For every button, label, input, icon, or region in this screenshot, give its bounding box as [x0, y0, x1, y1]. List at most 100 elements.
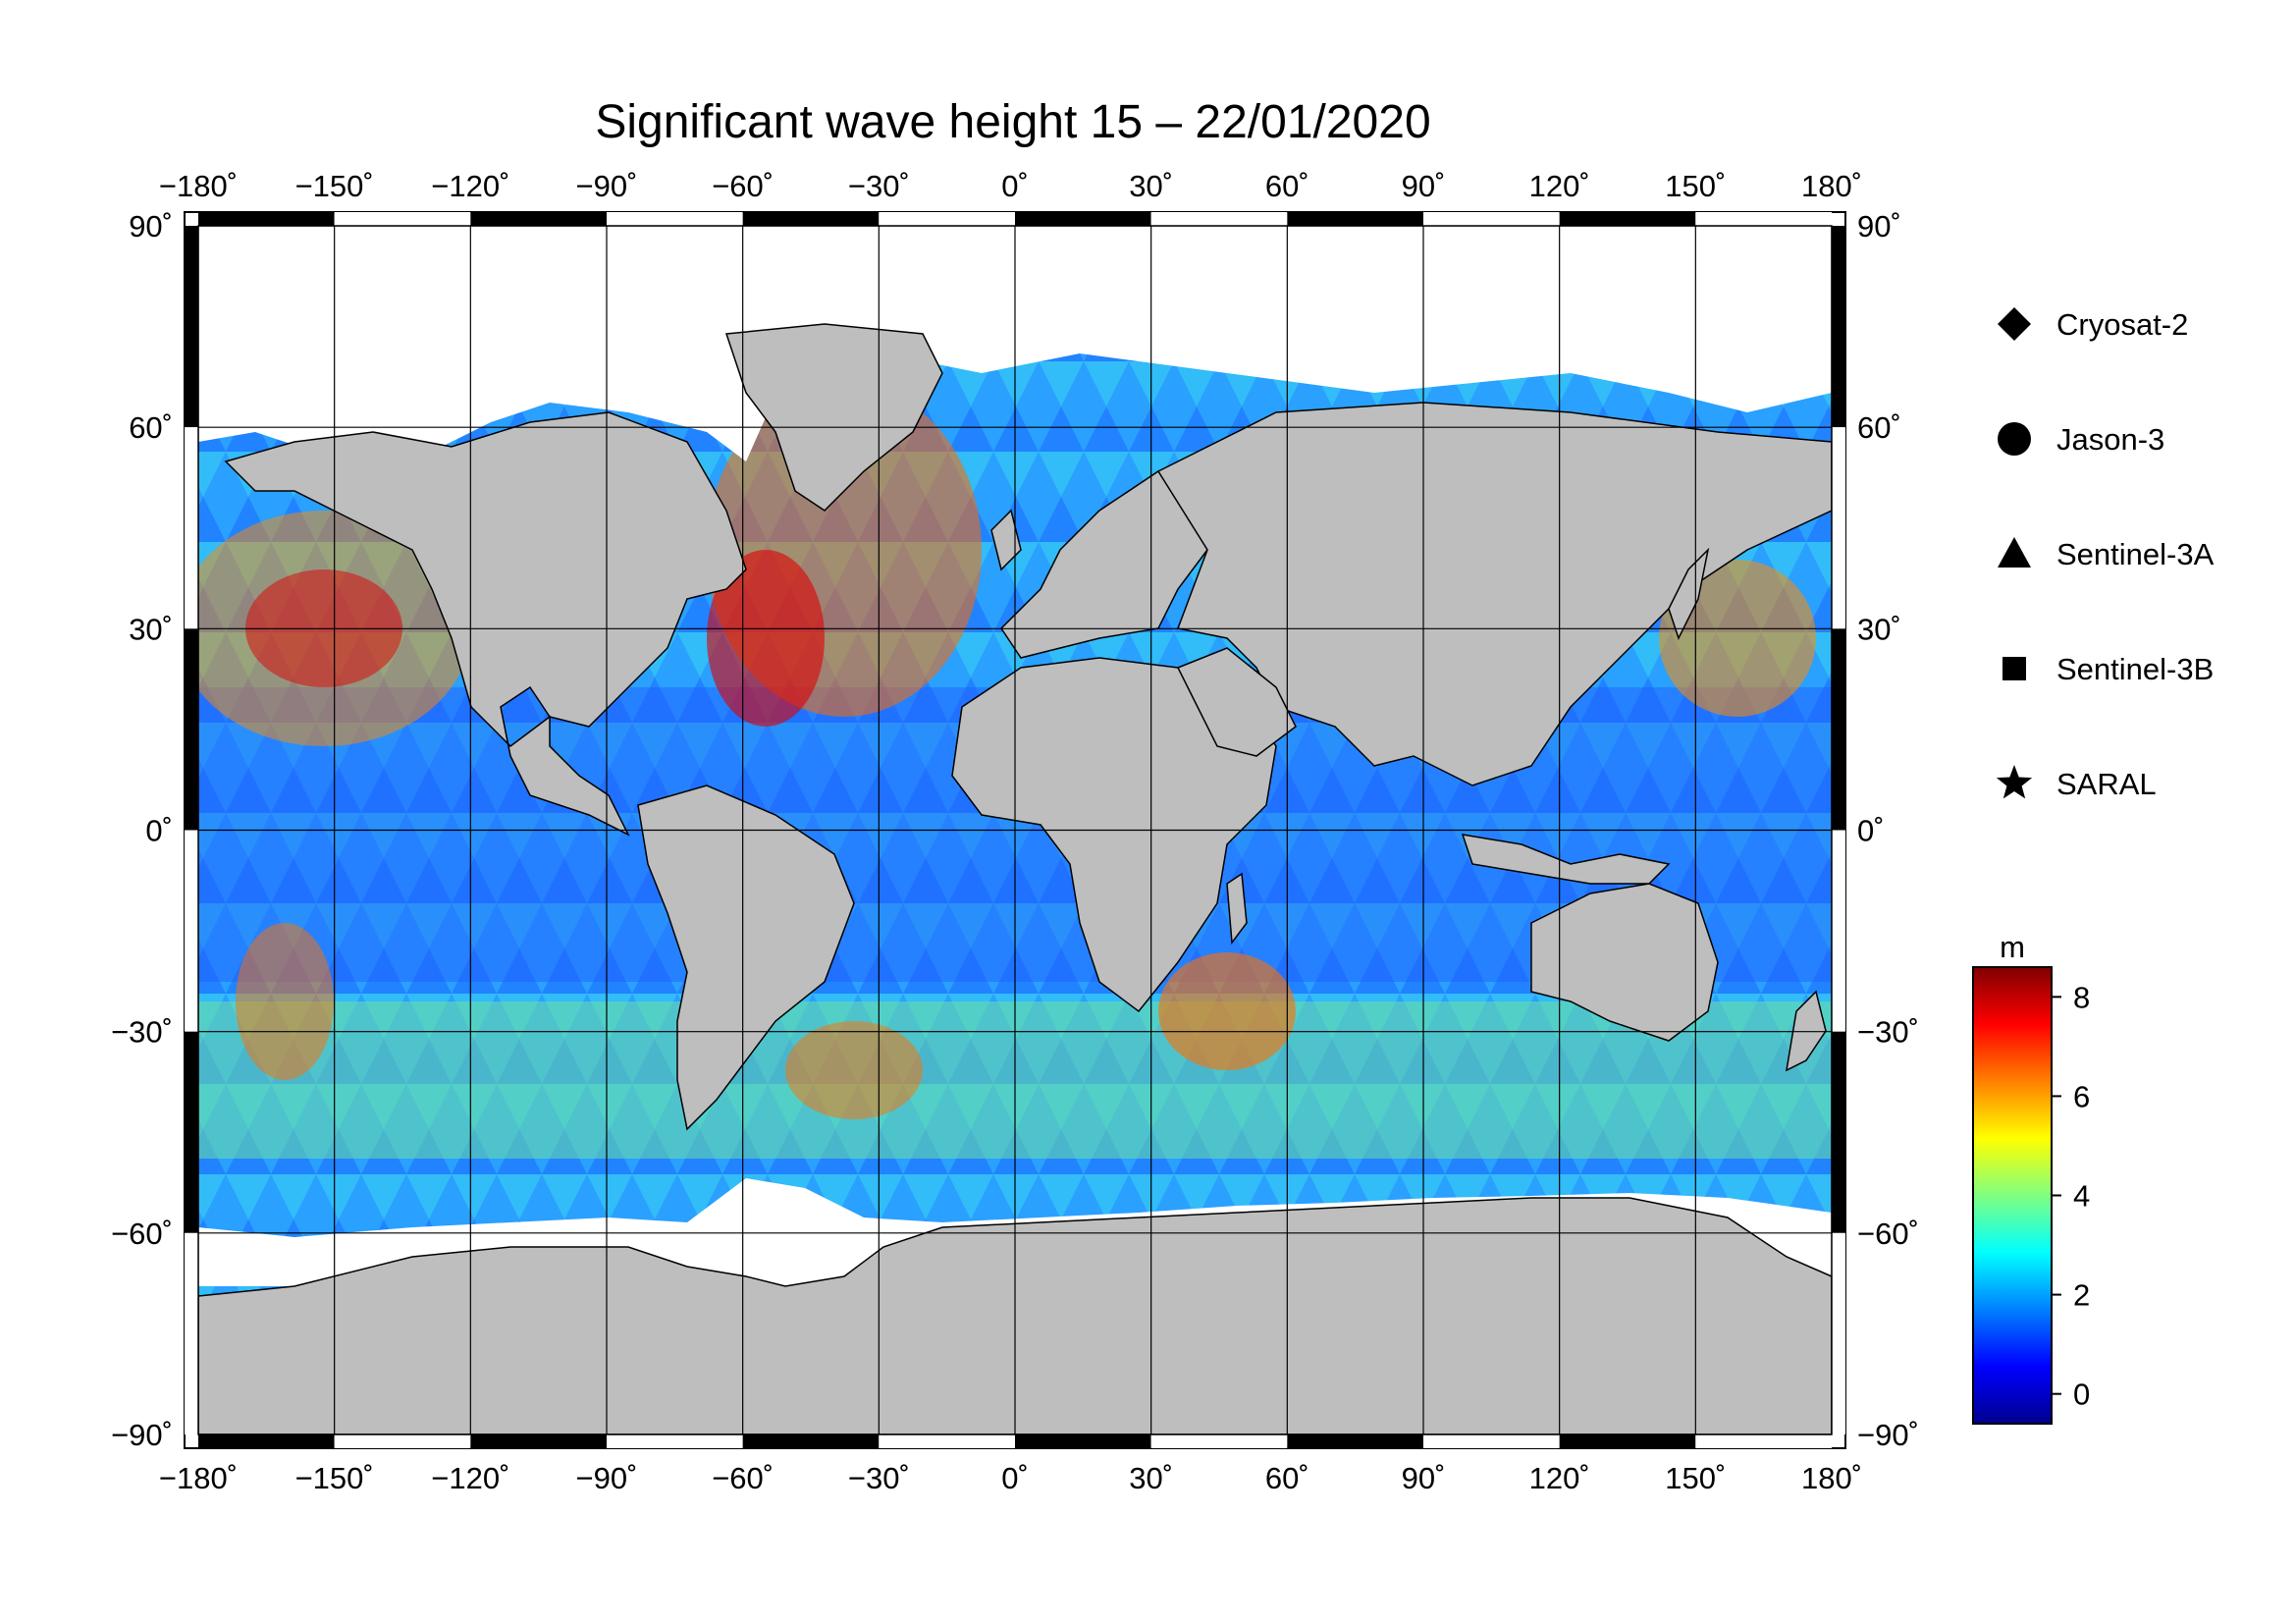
legend-label: Sentinel-3A: [2056, 537, 2215, 571]
lat-tick-label-left: −90˚: [111, 1418, 173, 1452]
frame-segment-top: [1287, 212, 1423, 226]
lon-tick-label-top: 0˚: [1001, 169, 1029, 203]
lat-tick-label-left: −60˚: [111, 1217, 173, 1251]
frame-segment-top: [1015, 212, 1151, 226]
lat-tick-label-right: −90˚: [1857, 1418, 1919, 1452]
lat-tick-label-right: 90˚: [1857, 209, 1901, 243]
lon-tick-label-bottom: −180˚: [159, 1461, 238, 1495]
arabian-peninsula: [1176, 647, 1297, 757]
south-indian-high-waves: [1158, 952, 1296, 1070]
legend-label: Sentinel-3B: [2056, 652, 2214, 686]
frame-segment-left: [185, 226, 198, 428]
new-zealand: [1786, 990, 1827, 1072]
colorbar-gradient: [1972, 966, 2053, 1425]
legend-label: Cryosat-2: [2056, 307, 2188, 342]
frame-segment-top: [470, 212, 607, 226]
map-frame: [184, 211, 1846, 1449]
frame-segment-top: [1423, 212, 1560, 226]
lon-tick-label-bottom: 120˚: [1529, 1461, 1590, 1495]
lon-ticks-top: −180˚ −150˚ −120˚ −90˚ −60˚ −30˚ 0˚ 30˚ 60˚ 90˚ 12…: [159, 169, 1862, 203]
frame-segment-left: [185, 830, 198, 1032]
colorbar-tick-label: 2: [2073, 1278, 2090, 1313]
frame-segment-top: [607, 212, 743, 226]
lon-tick-label-bottom: −60˚: [712, 1461, 774, 1495]
lat-tick-label-left: 0˚: [145, 814, 173, 848]
land: [224, 323, 1832, 1131]
lon-tick-label-bottom: 180˚: [1801, 1461, 1862, 1495]
lon-ticks-bottom: −180˚ −150˚ −120˚ −90˚ −60˚ −30˚ 0˚ 30˚ 60˚ 90˚ 12…: [159, 1461, 1862, 1495]
lon-tick-label-bottom: −120˚: [431, 1461, 509, 1495]
colorbar-ticks: 8 6 4 2 0: [2052, 980, 2090, 1412]
lon-tick-label-top: 150˚: [1665, 169, 1726, 203]
british-isles: [990, 509, 1022, 571]
legend-label: SARAL: [2056, 767, 2157, 801]
frame-segment-bottom: [1559, 1434, 1696, 1448]
japan: [1668, 547, 1710, 640]
frame-segment-left: [185, 628, 198, 831]
colorbar-unit: m: [2000, 930, 2025, 964]
legend-item-jason-3: Jason-3: [1998, 422, 2164, 457]
lat-tick-label-right: 60˚: [1857, 410, 1901, 445]
chart-title: Significant wave height 15 – 22/01/2020: [595, 96, 1430, 148]
lat-tick-label-left: −30˚: [111, 1015, 173, 1050]
lat-tick-label-right: 0˚: [1857, 814, 1885, 848]
lon-tick-label-bottom: 30˚: [1129, 1461, 1173, 1495]
lon-tick-label-top: 180˚: [1801, 169, 1862, 203]
legend-item-saral: SARAL: [1996, 765, 2157, 801]
lon-tick-label-bottom: 150˚: [1665, 1461, 1726, 1495]
lon-tick-label-top: −120˚: [431, 169, 509, 203]
lon-tick-label-bottom: −90˚: [576, 1461, 638, 1495]
frame-segment-top: [1150, 212, 1288, 226]
map-border: [197, 225, 1833, 1435]
frame-segment-right: [1832, 427, 1845, 629]
lat-tick-label-left: 90˚: [129, 209, 173, 243]
triangle-icon: [1998, 537, 2031, 568]
star-icon: [1996, 765, 2033, 799]
south-atlantic-high-waves: [785, 1021, 923, 1119]
australia: [1530, 883, 1719, 1042]
colorbar-tick-label: 6: [2073, 1079, 2090, 1113]
lon-tick-label-top: −90˚: [576, 169, 638, 203]
north-america: [224, 411, 747, 837]
legend-item-cryosat-2: Cryosat-2: [1998, 307, 2188, 342]
lon-tick-label-top: 120˚: [1529, 169, 1590, 203]
lon-tick-label-bottom: 90˚: [1402, 1461, 1446, 1495]
legend-item-sentinel-3b: Sentinel-3B: [2002, 652, 2214, 686]
lon-tick-label-bottom: 60˚: [1265, 1461, 1309, 1495]
asia: [1156, 402, 1832, 786]
frame-segment-right: [1832, 1232, 1845, 1434]
lat-tick-label-right: −30˚: [1857, 1015, 1919, 1050]
frame-segment-bottom: [879, 1434, 1015, 1448]
frame-segment-top: [334, 212, 471, 226]
frame-segment-bottom: [1015, 1434, 1151, 1448]
lon-tick-label-bottom: −30˚: [848, 1461, 910, 1495]
circle-icon: [1998, 422, 2031, 456]
frame-segment-top: [198, 212, 335, 226]
lat-tick-label-left: 30˚: [129, 612, 173, 646]
colorbar-tick-label: 8: [2073, 980, 2090, 1014]
lon-tick-label-top: 30˚: [1129, 169, 1173, 203]
lon-tick-label-top: −60˚: [712, 169, 774, 203]
satellite-legend: Cryosat-2 Jason-3 Sentinel-3A Sentinel-3B SA…: [1996, 307, 2215, 801]
frame-segment-top: [742, 212, 880, 226]
lon-tick-label-top: −150˚: [295, 169, 374, 203]
frame-segment-bottom: [742, 1434, 880, 1448]
diamond-icon: [1998, 307, 2031, 341]
colorbar-tick-label: 4: [2073, 1179, 2090, 1214]
africa: [951, 657, 1277, 1013]
frame-segment-right: [1832, 830, 1845, 1032]
legend-item-sentinel-3a: Sentinel-3A: [1998, 537, 2215, 571]
colorbar-tick-label: 0: [2073, 1378, 2090, 1412]
square-icon: [2002, 657, 2026, 680]
greenland: [724, 323, 943, 512]
frame-segment-bottom: [470, 1434, 607, 1448]
frame-segment-right: [1832, 1031, 1845, 1233]
lat-ticks-left: 90˚ 60˚ 30˚ 0˚ −30˚ −60˚ −90˚: [111, 209, 173, 1452]
lon-tick-label-top: −180˚: [159, 169, 238, 203]
lat-tick-label-left: 60˚: [129, 410, 173, 445]
frame-segment-bottom: [1695, 1434, 1832, 1448]
frame-segment-left: [185, 427, 198, 629]
frame-segment-bottom: [1423, 1434, 1560, 1448]
frame-segment-bottom: [198, 1434, 335, 1448]
